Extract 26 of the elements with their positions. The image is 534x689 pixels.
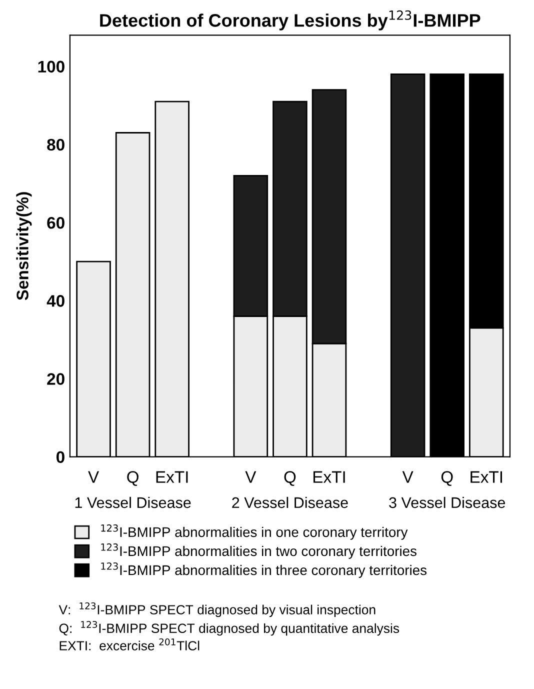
text: Q: $^{123}$I-BMIPP SPECT diagnosed by quantitative analysis [59, 620, 400, 636]
x-tick-label: ExTI [156, 471, 188, 483]
y-tick-label: 80 [47, 138, 64, 151]
x-tick-label: Q [284, 471, 296, 486]
x-tick-label: Q [127, 471, 138, 486]
y-tick-label: 20 [47, 373, 64, 385]
chart-title: Detection of Coronary Lesions by$^{123}$I-BMIPP [100, 10, 480, 30]
text: V: $^{123}$I-BMIPP SPECT diagnosed by visual inspection [58, 602, 376, 618]
legend-label: $^{123}$I-BMIPP abnormalities in two coronary territories [101, 543, 416, 559]
text: 3 Vessel Disease [389, 496, 506, 508]
text: 2 Vessel Disease [232, 496, 348, 508]
y-axis-title: Sensitivity(%) [16, 192, 32, 300]
y-tick-label: 100 [38, 60, 64, 73]
legend-label: $^{123}$I-BMIPP abnormalities in one coronary territory [101, 524, 408, 540]
x-tick-label: ExTI [470, 471, 502, 483]
text: EXTI: excercise $^{201}$TlCl [60, 638, 200, 650]
y-tick-label: 0 [56, 451, 64, 464]
y-tick-label: 60 [47, 216, 64, 229]
x-tick-label: Q [441, 471, 453, 486]
x-tick-label: ExTI [313, 471, 345, 483]
legend-label: $^{123}$I-BMIPP abnormalities in three coronary territories [101, 562, 427, 578]
text: 1 Vessel Disease [75, 496, 191, 508]
y-tick-label: 40 [46, 295, 64, 307]
x-tick-label: V [245, 471, 256, 483]
x-tick-label: V [402, 471, 414, 483]
x-tick-label: V [88, 471, 100, 483]
